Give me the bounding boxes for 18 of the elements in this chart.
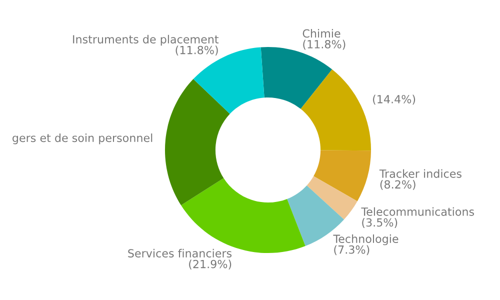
slice-label: gers et de soin personnel — [12, 133, 152, 144]
slice-label: Telecommunications — [361, 207, 474, 216]
data-label: (3.5%) — [362, 218, 398, 228]
donut-slice — [164, 79, 230, 206]
slice-label: Technologie — [333, 234, 398, 246]
slice-label: Instruments de placement — [73, 34, 219, 46]
data-label: (21.9%) — [189, 260, 232, 270]
data-label: (14.4%) — [373, 94, 416, 105]
donut-slice — [314, 150, 372, 202]
slice-label: Services financiers — [128, 248, 232, 258]
slice-label: Tracker indices — [379, 169, 462, 178]
data-label: (11.8%) — [303, 40, 346, 50]
donut-slice — [306, 176, 358, 220]
slice-label: Chimie — [302, 29, 340, 38]
data-label: (8.2%) — [380, 180, 416, 190]
data-label: (11.8%) — [176, 46, 218, 56]
donut-slice — [300, 69, 372, 151]
data-label: (7.3%) — [334, 245, 370, 256]
